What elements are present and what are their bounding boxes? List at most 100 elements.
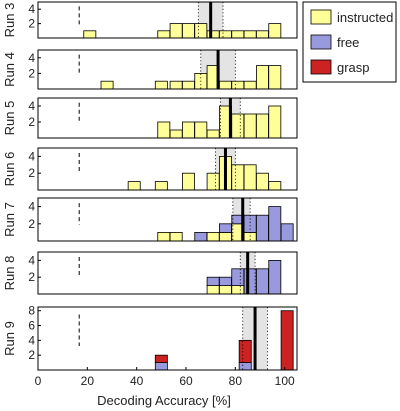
bar-free: [268, 259, 282, 295]
y-tick-label: 4: [28, 149, 35, 163]
bar-instructed: [206, 285, 220, 295]
x-tick-label: 60: [179, 374, 193, 388]
bar-instructed: [182, 121, 195, 139]
x-tick-label: 40: [130, 374, 144, 388]
bar-free: [206, 276, 220, 287]
legend-swatch: [310, 9, 332, 25]
bar-instructed: [256, 113, 269, 139]
bar-instructed: [243, 80, 257, 90]
panel: 2 4 Run 8: [2, 251, 298, 295]
bar-instructed: [194, 121, 208, 139]
bar-instructed: [169, 231, 183, 242]
panel-label: Run 7: [2, 202, 17, 237]
bar-free: [231, 268, 245, 286]
bar-free: [194, 231, 208, 242]
bar-instructed: [231, 164, 245, 191]
bar-grasp: [238, 339, 252, 363]
panel-frame: [37, 97, 298, 139]
legend-swatch: [310, 59, 332, 75]
bar-instructed: [219, 285, 232, 295]
panel-frame: [37, 49, 298, 90]
y-tick-label: 2: [28, 17, 35, 31]
bar-instructed: [169, 80, 183, 90]
panel-frame: [37, 147, 298, 191]
x-axis: 0 20 40 60 80 100: [35, 367, 295, 388]
panel: 2 4 Run 7: [2, 197, 298, 242]
y-tick-label: 2: [28, 66, 35, 80]
bar-instructed: [219, 30, 232, 39]
bar-instructed: [206, 231, 220, 242]
bar-instructed: [256, 30, 269, 39]
x-tick-label: 20: [81, 374, 95, 388]
bar-free: [280, 223, 294, 242]
bar-instructed: [256, 65, 269, 90]
bar-instructed: [243, 164, 257, 191]
bar-free: [219, 223, 232, 233]
panel: 24 Run 3: [2, 1, 298, 39]
bar-instructed: [206, 129, 220, 139]
bar-instructed: [127, 181, 141, 191]
bar-instructed: [268, 23, 282, 39]
bar-instructed: [256, 172, 269, 191]
bar-free: [238, 362, 252, 371]
bar-instructed: [194, 23, 208, 39]
panel: 2 4 Run 6: [2, 147, 298, 191]
y-tick-label: 2: [28, 166, 35, 180]
panel-label: Run 4: [2, 52, 17, 87]
x-tick-label: 100: [275, 374, 295, 388]
bar-free: [243, 214, 257, 233]
bar-free: [256, 268, 269, 295]
bar-instructed: [169, 129, 183, 139]
bar-free: [154, 362, 168, 371]
bar-instructed: [268, 105, 282, 139]
bar-instructed: [154, 181, 168, 191]
x-tick-label: 80: [229, 374, 243, 388]
panel-label: Run 8: [2, 256, 17, 291]
y-tick-label: 4: [28, 51, 35, 65]
bar-instructed: [206, 172, 220, 191]
bar-instructed: [182, 172, 195, 191]
panel-frame: [37, 251, 298, 295]
x-axis-label: Decoding Accuracy [%]: [97, 393, 231, 408]
bar-instructed: [268, 181, 282, 191]
y-tick-label: 4: [28, 2, 35, 16]
panel: 24 Run 4: [2, 49, 298, 90]
y-tick-label: 2: [28, 115, 35, 129]
panel-label: Run 3: [2, 3, 17, 38]
panel-label: Run 9: [2, 321, 17, 356]
x-tick-label: 0: [35, 374, 42, 388]
bar-free: [268, 206, 282, 242]
y-tick-label: 4: [28, 99, 35, 113]
legend-label: grasp: [337, 60, 370, 75]
legend-label: instructed: [337, 10, 393, 25]
legend-label: free: [337, 35, 359, 50]
y-tick-label: 4: [28, 253, 35, 267]
bar-instructed: [268, 65, 282, 90]
bar-instructed: [219, 80, 232, 90]
bar-instructed: [157, 121, 171, 139]
legend: instructed free grasp: [302, 1, 397, 83]
bar-instructed: [100, 80, 114, 90]
bar-instructed: [83, 30, 97, 39]
bar-instructed: [169, 23, 183, 39]
bar-instructed: [243, 30, 257, 39]
bar-instructed: [154, 80, 168, 90]
bar-instructed: [206, 30, 220, 39]
y-tick-label: 4: [28, 333, 35, 347]
y-tick-label: 2: [28, 217, 35, 231]
bar-instructed: [231, 30, 245, 39]
y-tick-label: 6: [28, 319, 35, 333]
y-tick-label: 2: [28, 270, 35, 284]
panel-frame: [37, 197, 298, 242]
legend-swatch: [310, 34, 332, 50]
bar-free: [243, 268, 257, 295]
bar-instructed: [243, 113, 257, 139]
bar-instructed: [157, 30, 171, 39]
bar-grasp: [280, 310, 294, 371]
bar-instructed: [231, 80, 245, 90]
panel-label: Run 6: [2, 152, 17, 187]
y-tick-label: 4: [28, 200, 35, 214]
